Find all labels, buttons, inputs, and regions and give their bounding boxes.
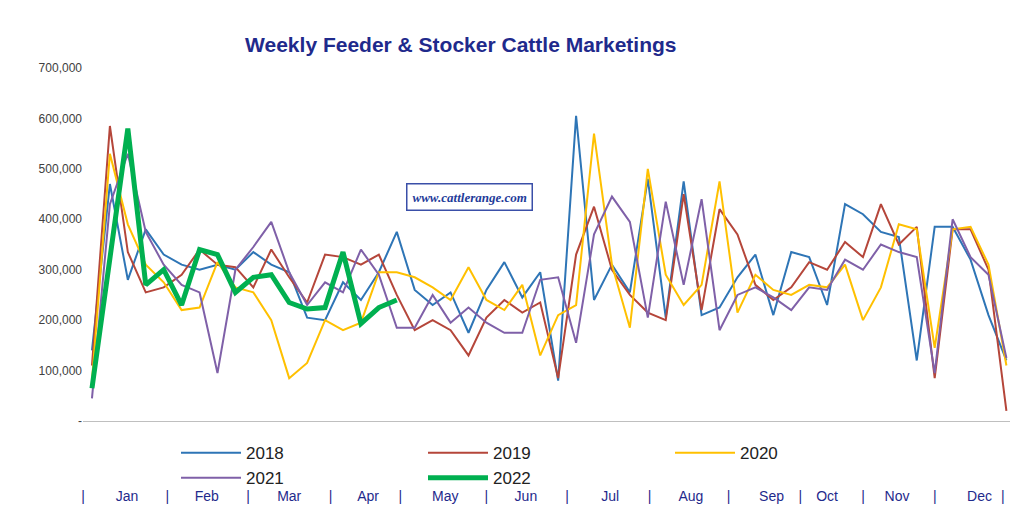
svg-text:700,000: 700,000 <box>39 61 83 75</box>
svg-text:2022: 2022 <box>493 469 531 488</box>
svg-text:400,000: 400,000 <box>39 212 83 226</box>
svg-text:|: | <box>861 488 865 504</box>
svg-text:Oct: Oct <box>816 488 838 504</box>
svg-text:Nov: Nov <box>885 488 910 504</box>
svg-text:Jan: Jan <box>116 488 139 504</box>
svg-text:May: May <box>432 488 458 504</box>
svg-text:Dec: Dec <box>967 488 992 504</box>
svg-text:200,000: 200,000 <box>39 313 83 327</box>
svg-text:|: | <box>1001 488 1005 504</box>
svg-text:Sep: Sep <box>759 488 784 504</box>
svg-text:300,000: 300,000 <box>39 263 83 277</box>
svg-text:|: | <box>485 488 489 504</box>
svg-text:2019: 2019 <box>493 444 531 463</box>
svg-text:Jul: Jul <box>601 488 619 504</box>
svg-text:Mar: Mar <box>277 488 301 504</box>
svg-text:600,000: 600,000 <box>39 112 83 126</box>
svg-text:Aug: Aug <box>678 488 703 504</box>
svg-text:2020: 2020 <box>740 444 778 463</box>
svg-text:|: | <box>399 488 403 504</box>
svg-text:|: | <box>165 488 169 504</box>
svg-text:|: | <box>933 488 937 504</box>
svg-text:|: | <box>329 488 333 504</box>
svg-text:Apr: Apr <box>357 488 379 504</box>
svg-text:Feb: Feb <box>195 488 219 504</box>
svg-text:2018: 2018 <box>246 444 284 463</box>
svg-text:500,000: 500,000 <box>39 162 83 176</box>
svg-text:Weekly Feeder & Stocker Cattle: Weekly Feeder & Stocker Cattle Marketing… <box>245 33 676 56</box>
svg-text:2021: 2021 <box>246 469 284 488</box>
svg-text:|: | <box>798 488 802 504</box>
svg-text:Jun: Jun <box>515 488 538 504</box>
svg-text:100,000: 100,000 <box>39 364 83 378</box>
svg-text:-: - <box>78 414 82 428</box>
svg-text:|: | <box>565 488 569 504</box>
svg-text:|: | <box>81 488 85 504</box>
svg-text:|: | <box>246 488 250 504</box>
svg-text:|: | <box>727 488 731 504</box>
svg-text:www.cattlerange.com: www.cattlerange.com <box>413 190 527 205</box>
svg-text:|: | <box>648 488 652 504</box>
